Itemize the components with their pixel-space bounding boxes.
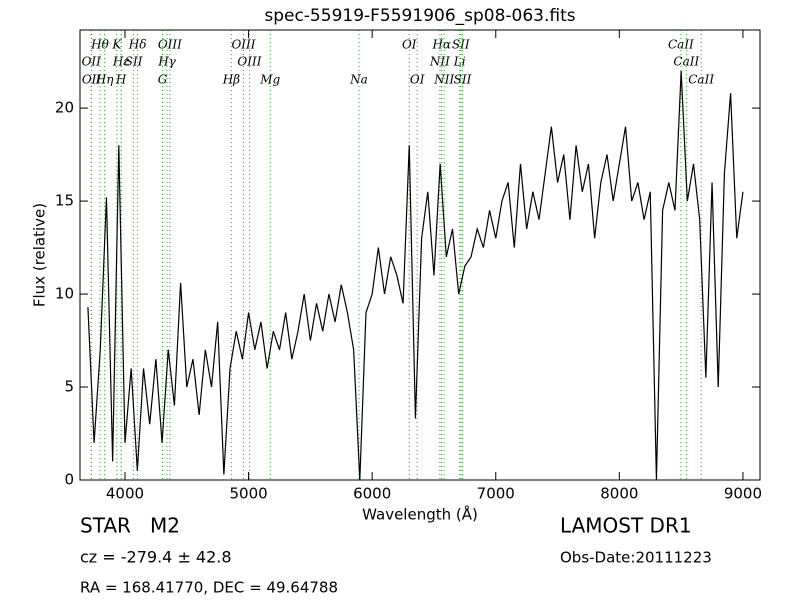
spectral-line-label: G [158, 73, 168, 87]
y-tick-label: 0 [64, 471, 74, 489]
y-tick-label: 20 [55, 99, 74, 117]
spectral-line-label: CaII [673, 55, 699, 69]
y-axis-label: Flux (relative) [31, 203, 49, 307]
spectral-line-label: K [111, 38, 122, 52]
plot-frame [79, 29, 761, 481]
spectrum [87, 70, 744, 480]
y-tick-label: 15 [55, 192, 74, 210]
x-tick-label: 4000 [106, 485, 144, 503]
spectral-line-label: SII [125, 55, 143, 69]
spectral-line-label: OI [402, 38, 417, 52]
spectral-line-label: Hγ [157, 55, 176, 69]
y-tick-label: 5 [64, 378, 74, 396]
spectral-line-label: H [115, 73, 127, 87]
spectral-line-label: NII [429, 55, 450, 69]
x-tick-label: 7000 [477, 485, 515, 503]
x-tick-label: 5000 [229, 485, 267, 503]
spectral-line-label: Mg [259, 73, 280, 87]
spectral-line-label: OII [82, 73, 102, 87]
y-tick-label: 10 [55, 285, 74, 303]
spectral-line-label: SII [452, 38, 470, 52]
spectral-line-label: CaII [668, 38, 694, 52]
spectral-line-label: CaII [688, 73, 714, 87]
spectral-line-label: OI [410, 73, 425, 87]
spectral-line-label: Hη [95, 73, 114, 87]
obs-date: Obs-Date:20111223 [560, 549, 712, 567]
spectral-line-label: Na [349, 73, 368, 87]
x-tick-label: 8000 [600, 485, 638, 503]
x-tick-label: 6000 [353, 485, 391, 503]
spectral-line-label: OIII [158, 38, 182, 52]
spectral-line-label: OII [82, 55, 102, 69]
spectral-line-label: Hδ [128, 38, 147, 52]
survey: LAMOST DR1 [560, 514, 692, 538]
spectral-line-label: Hθ [90, 38, 109, 52]
spectral-line-label: Hε [112, 55, 130, 69]
chart-title: spec-55919-F5591906_sp08-063.fits [264, 6, 575, 26]
spectral-line-label: OIII [231, 38, 255, 52]
spectral-line-label: Hα [431, 38, 451, 52]
x-tick-label: 9000 [724, 485, 762, 503]
spectral-line-label: NII [433, 73, 454, 87]
spectral-line-label: Hβ [222, 73, 240, 87]
x-axis-label: Wavelength (Å) [362, 505, 478, 524]
object-class: STAR M2 [80, 514, 180, 538]
coordinates: RA = 168.41770, DEC = 49.64788 [80, 579, 338, 597]
spectral-line-label: OIII [237, 55, 261, 69]
spectral-line-label: SII [454, 73, 472, 87]
redshift: cz = -279.4 ± 42.8 [80, 548, 232, 567]
spectral-line-label: Li [453, 55, 466, 69]
